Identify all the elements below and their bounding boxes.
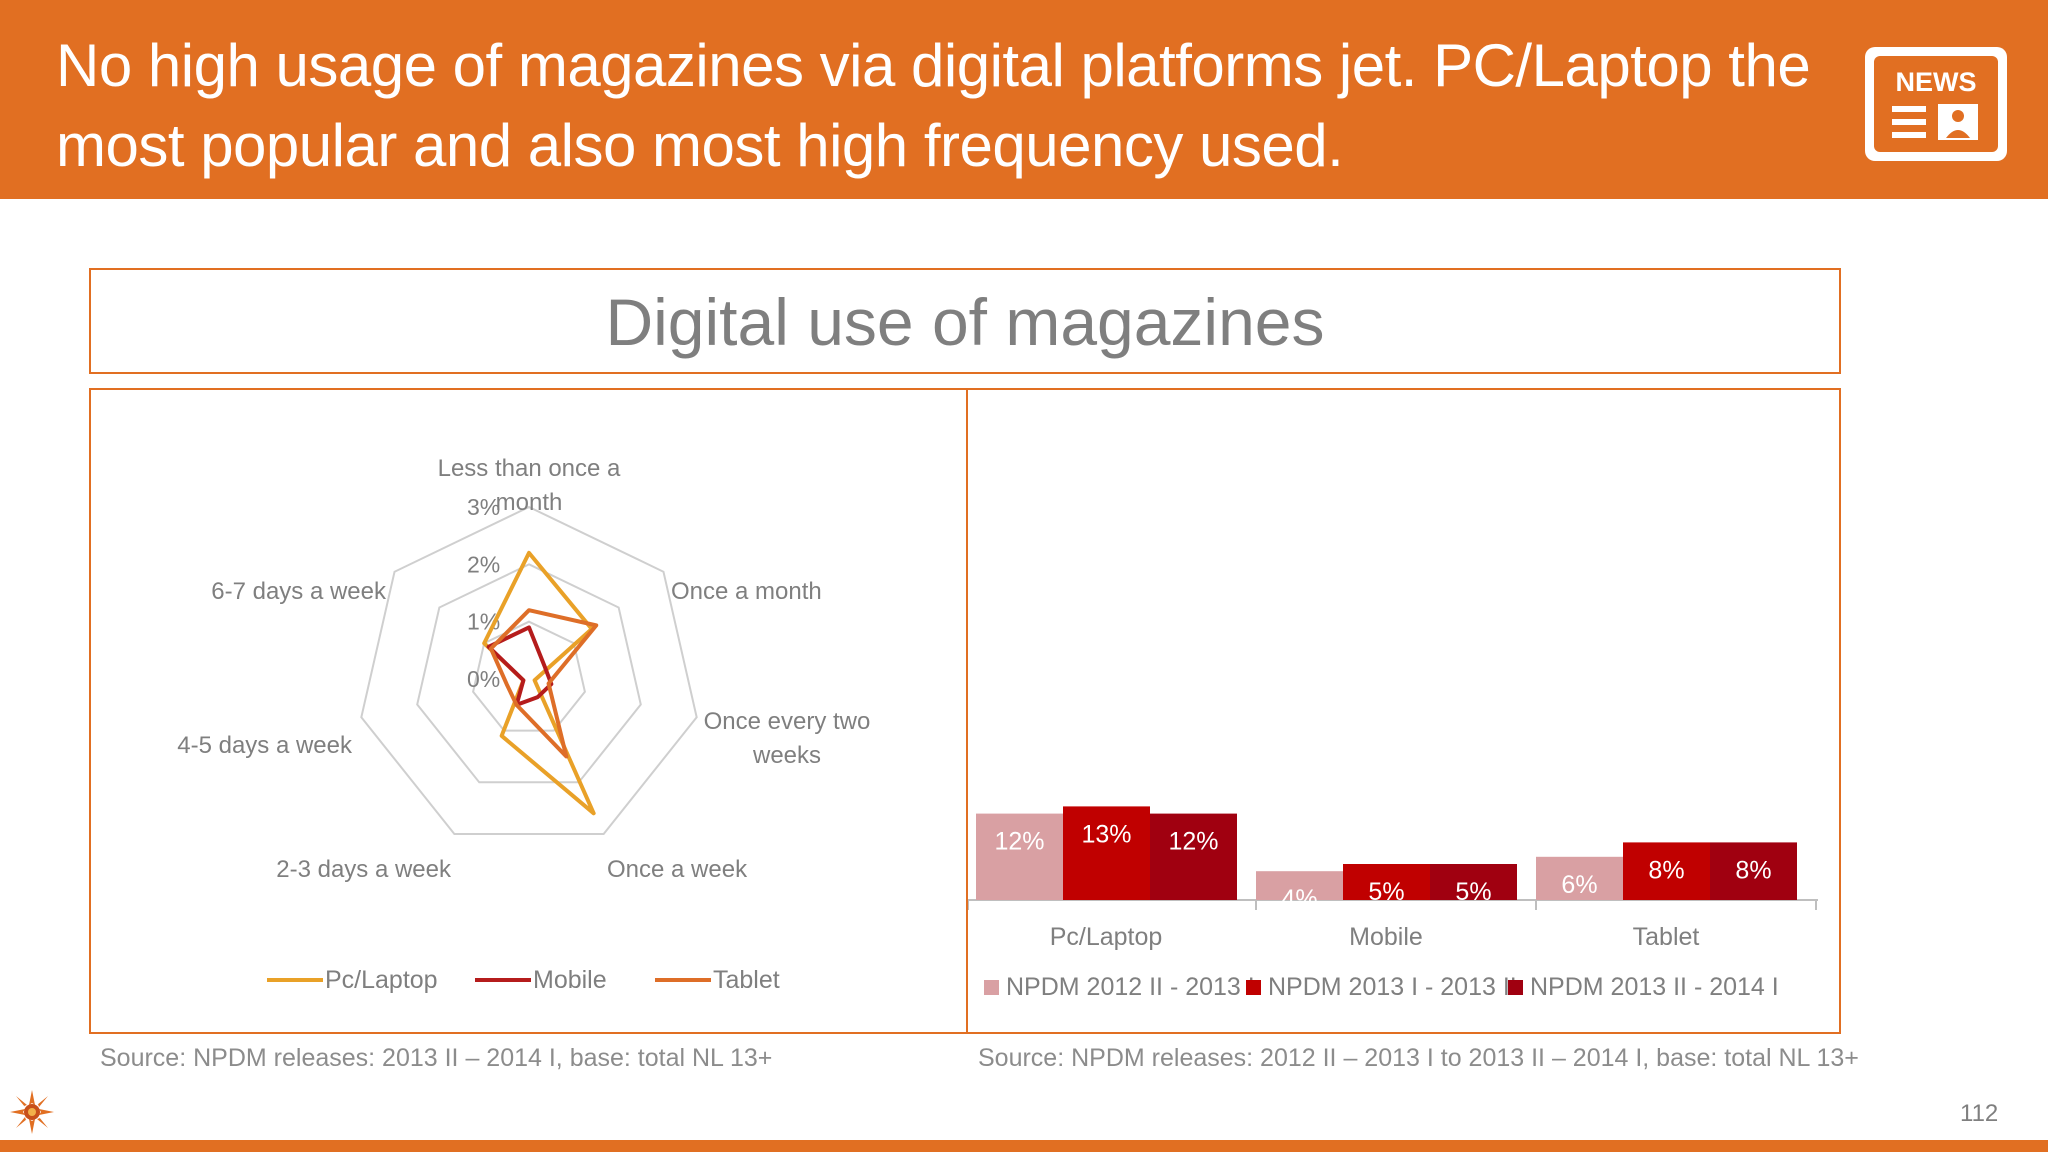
radar-axis-label: Once a month xyxy=(671,578,822,605)
bar-legend-label: NPDM 2013 I - 2013 II xyxy=(1268,973,1517,1001)
bar-legend-swatch xyxy=(984,980,999,995)
bar-chart: 12% 13% 12% Pc/Laptop 4% 5% 5% Mobile 6% 8% 8% Tabl… xyxy=(967,806,1818,1001)
bar xyxy=(1150,813,1237,900)
page-number: 112 xyxy=(1960,1100,1999,1127)
radar-grid-ring xyxy=(360,505,698,835)
bar-legend-label: NPDM 2013 II - 2014 I xyxy=(1530,973,1779,1001)
bar-data-label: 12% xyxy=(994,828,1044,856)
bar-data-label: 6% xyxy=(1561,871,1597,899)
bar-category-label: Tablet xyxy=(1633,923,1700,951)
bar-data-label: 5% xyxy=(1455,878,1491,906)
bar-legend-swatch xyxy=(1508,980,1523,995)
header-bar: No high usage of magazines via digital p… xyxy=(0,0,2048,199)
slide-headline: No high usage of magazines via digital p… xyxy=(56,32,1811,179)
radar-tick-label: 0% xyxy=(467,666,500,692)
bar-category-label: Mobile xyxy=(1349,923,1423,951)
chart-title-box: Digital use of magazines xyxy=(89,268,1841,374)
radar-axis-label: 2-3 days a week xyxy=(276,856,452,883)
radar-legend-label: Mobile xyxy=(533,966,607,994)
sun-logo-icon xyxy=(10,1090,54,1134)
radar-axis-label: Less than once a month xyxy=(438,455,621,516)
bar xyxy=(1536,856,1623,900)
news-icon-text: NEWS xyxy=(1896,67,1977,97)
radar-grid-ring xyxy=(416,563,642,784)
news-icon: NEWS xyxy=(1865,47,2007,161)
bar xyxy=(1623,842,1710,900)
bar-data-label: 5% xyxy=(1368,878,1404,906)
bar-legend-label: NPDM 2012 II - 2013 I xyxy=(1006,973,1255,1001)
bar-data-label: 8% xyxy=(1648,856,1684,884)
bar-chart-panel: 12% 13% 12% Pc/Laptop 4% 5% 5% Mobile 6% 8% 8% Tabl… xyxy=(966,388,1841,1034)
bar xyxy=(1256,871,1343,900)
bar-data-label: 4% xyxy=(1281,885,1317,913)
bar xyxy=(1063,806,1150,900)
bar-legend-swatch xyxy=(1246,980,1261,995)
bar-category-label: Pc/Laptop xyxy=(1050,923,1163,951)
bar xyxy=(976,813,1063,900)
chart-title: Digital use of magazines xyxy=(605,285,1325,359)
bar xyxy=(1343,864,1430,900)
radar-legend-label: Tablet xyxy=(713,966,780,994)
bar-data-label: 8% xyxy=(1735,856,1771,884)
radar-axis-label: 4-5 days a week xyxy=(177,732,353,759)
radar-axis-label: 6-7 days a week xyxy=(211,578,387,605)
bar xyxy=(1430,864,1517,900)
radar-source-note: Source: NPDM releases: 2013 II – 2014 I,… xyxy=(100,1044,773,1072)
bar xyxy=(1710,842,1797,900)
radar-series-line xyxy=(482,550,596,816)
bar-source-note: Source: NPDM releases: 2012 II – 2013 I … xyxy=(978,1044,1859,1072)
radar-axis-label: Once a week xyxy=(607,856,748,883)
radar-axis-label: Once every two weeks xyxy=(704,708,871,769)
radar-legend-label: Pc/Laptop xyxy=(325,966,438,994)
radar-tick-label: 2% xyxy=(467,551,500,577)
radar-tick-label: 3% xyxy=(467,494,500,520)
bar-data-label: 12% xyxy=(1168,828,1218,856)
radar-chart-panel: 3% 2% 1% 0% Less than once a month Once a mont… xyxy=(89,388,968,1034)
bar-data-label: 13% xyxy=(1081,820,1131,848)
radar-series-line xyxy=(488,608,599,759)
footer-bar xyxy=(0,1140,2048,1152)
